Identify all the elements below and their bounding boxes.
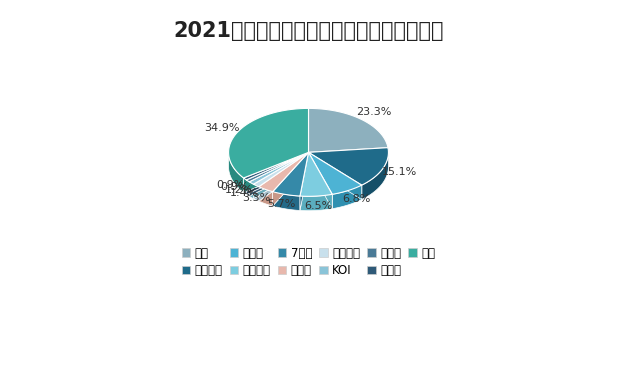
Polygon shape: [246, 153, 308, 182]
Text: 0.9%: 0.9%: [220, 182, 249, 192]
Text: 6.5%: 6.5%: [304, 201, 332, 211]
Polygon shape: [259, 153, 308, 192]
Text: 6.8%: 6.8%: [342, 194, 371, 204]
Polygon shape: [249, 153, 308, 184]
Polygon shape: [308, 153, 362, 194]
Polygon shape: [228, 154, 244, 192]
Polygon shape: [308, 108, 388, 153]
Polygon shape: [254, 153, 308, 199]
Polygon shape: [273, 192, 300, 211]
Polygon shape: [273, 153, 308, 206]
Text: 5.7%: 5.7%: [267, 199, 295, 209]
Polygon shape: [246, 153, 308, 194]
Polygon shape: [308, 153, 362, 199]
Polygon shape: [254, 184, 259, 201]
Text: 34.9%: 34.9%: [204, 123, 239, 133]
Polygon shape: [244, 153, 308, 180]
Polygon shape: [300, 153, 308, 211]
Polygon shape: [308, 148, 389, 185]
Title: 2021年全国高端现制茶饮品牌市场份额占比: 2021年全国高端现制茶饮品牌市场份额占比: [173, 21, 444, 41]
Polygon shape: [362, 153, 389, 199]
Text: 1.2%: 1.2%: [225, 185, 253, 195]
Polygon shape: [308, 153, 362, 199]
Polygon shape: [249, 153, 308, 196]
Text: 23.3%: 23.3%: [356, 108, 391, 118]
Polygon shape: [308, 153, 332, 209]
Polygon shape: [244, 153, 308, 192]
Polygon shape: [228, 108, 308, 178]
Polygon shape: [249, 182, 254, 199]
Polygon shape: [244, 153, 308, 192]
Polygon shape: [259, 187, 273, 206]
Polygon shape: [259, 153, 308, 201]
Text: 3.3%: 3.3%: [242, 193, 270, 202]
Polygon shape: [273, 153, 308, 206]
Polygon shape: [273, 153, 308, 196]
Polygon shape: [300, 153, 308, 211]
Polygon shape: [300, 194, 332, 211]
Polygon shape: [244, 178, 246, 194]
Polygon shape: [246, 180, 249, 196]
Polygon shape: [259, 153, 308, 201]
Legend: 喜茶, 奈雪的茶, 乐乐茶, 快乐柠檬, 7分甜, 米芝莲, 伏见桃山, KOI, 桂源铺, 鹿角巷, 其他: 喜茶, 奈雪的茶, 乐乐茶, 快乐柠檬, 7分甜, 米芝莲, 伏见桃山, KOI…: [177, 242, 440, 282]
Polygon shape: [249, 153, 308, 196]
Polygon shape: [308, 153, 332, 209]
Polygon shape: [300, 153, 332, 196]
Polygon shape: [332, 185, 362, 209]
Polygon shape: [246, 153, 308, 194]
Polygon shape: [254, 153, 308, 187]
Text: 0.9%: 0.9%: [217, 180, 245, 190]
Text: 1.4%: 1.4%: [230, 188, 259, 198]
Polygon shape: [254, 153, 308, 199]
Text: 15.1%: 15.1%: [382, 167, 417, 177]
